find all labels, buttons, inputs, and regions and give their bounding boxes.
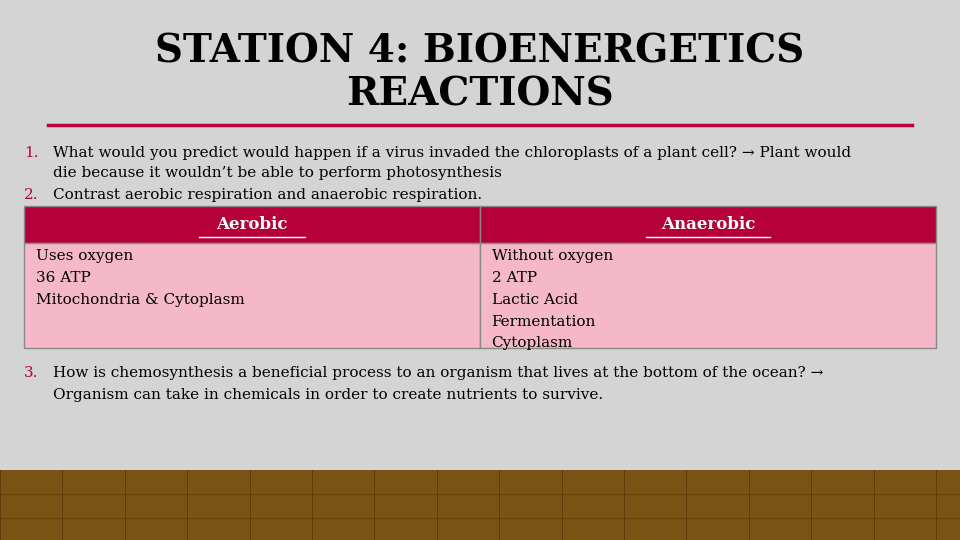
Text: Uses oxygen
36 ATP
Mitochondria & Cytoplasm: Uses oxygen 36 ATP Mitochondria & Cytopl… [36, 249, 244, 307]
Text: 1.: 1. [24, 146, 38, 160]
Text: What would you predict would happen if a virus invaded the chloroplasts of a pla: What would you predict would happen if a… [53, 146, 851, 160]
Text: REACTIONS: REACTIONS [347, 76, 613, 113]
Text: How is chemosynthesis a beneficial process to an organism that lives at the bott: How is chemosynthesis a beneficial proce… [53, 366, 823, 380]
Text: 2.: 2. [24, 188, 38, 202]
Text: Organism can take in chemicals in order to create nutrients to survive.: Organism can take in chemicals in order … [53, 388, 603, 402]
Text: Contrast aerobic respiration and anaerobic respiration.: Contrast aerobic respiration and anaerob… [53, 188, 482, 202]
Text: Without oxygen
2 ATP
Lactic Acid
Fermentation
Cytoplasm: Without oxygen 2 ATP Lactic Acid Ferment… [492, 249, 612, 350]
Bar [0, 0, 960, 470]
Bar [24, 243, 480, 348]
Text: Anaerobic: Anaerobic [660, 216, 756, 233]
Bar [24, 206, 480, 243]
Bar [480, 243, 936, 348]
Text: die because it wouldn’t be able to perform photosynthesis: die because it wouldn’t be able to perfo… [53, 166, 502, 180]
Text: Aerobic: Aerobic [216, 216, 288, 233]
Text: 3.: 3. [24, 366, 38, 380]
Text: STATION 4: BIOENERGETICS: STATION 4: BIOENERGETICS [156, 32, 804, 70]
Bar [0, 470, 960, 540]
Bar [480, 206, 936, 243]
